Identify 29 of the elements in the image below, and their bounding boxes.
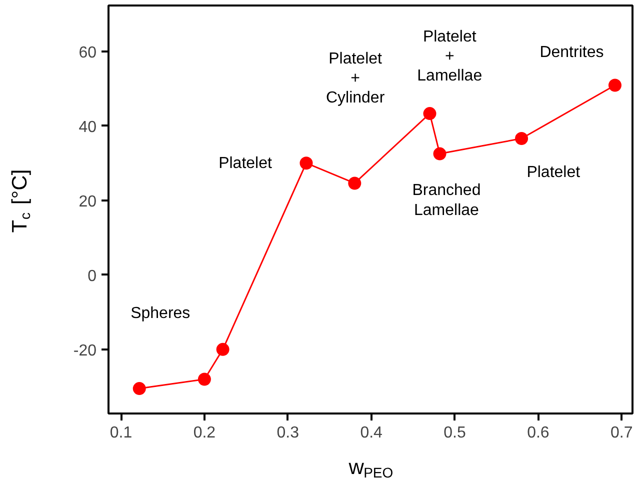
x-tick-label: 0.2 [193,424,216,442]
y-axis-title: Tc [°C] [8,169,33,233]
y-tick-label: 0 [88,268,97,285]
y-tick-label: 20 [78,193,97,210]
point [300,156,313,170]
point [198,372,211,386]
x-tick-label: 0.4 [360,424,383,442]
x-tick-label: 0.7 [610,424,633,442]
x-tick-label: 0.1 [110,424,132,442]
annotation: Platelet [526,164,581,181]
point [348,176,362,190]
point [423,107,436,120]
point [433,147,446,160]
point [132,382,146,396]
x-tick-label: 0.5 [444,424,466,442]
annotation: Platelet + Cylinder [326,50,386,107]
annotation: Spheres [130,305,190,322]
point [515,132,528,146]
x-tick-label: 0.6 [527,424,550,442]
y-tick-label: 60 [78,44,97,62]
x-tick-label: 0.3 [276,424,300,442]
point [608,78,622,92]
annotation: Platelet [218,154,272,172]
annotation: Platelet + Lamellae [417,28,482,85]
point [216,342,230,356]
annotation: Dentrites [540,44,604,61]
y-tick-label: -20 [73,342,97,360]
y-tick-label: 40 [78,118,97,136]
annotation: Branched Lamellae [412,182,481,219]
